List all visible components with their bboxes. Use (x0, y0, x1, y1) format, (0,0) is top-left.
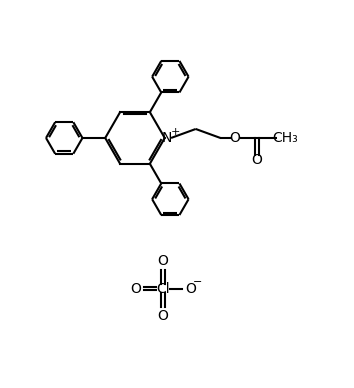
Text: O: O (185, 282, 196, 296)
Text: O: O (130, 282, 141, 296)
Text: CH₃: CH₃ (272, 131, 298, 145)
Text: N: N (162, 131, 172, 145)
Text: Cl: Cl (156, 282, 170, 296)
Text: +: + (171, 126, 181, 137)
Text: O: O (158, 254, 169, 268)
Text: −: − (193, 277, 203, 287)
Text: O: O (158, 309, 169, 323)
Text: O: O (251, 153, 262, 167)
Text: O: O (230, 131, 241, 145)
